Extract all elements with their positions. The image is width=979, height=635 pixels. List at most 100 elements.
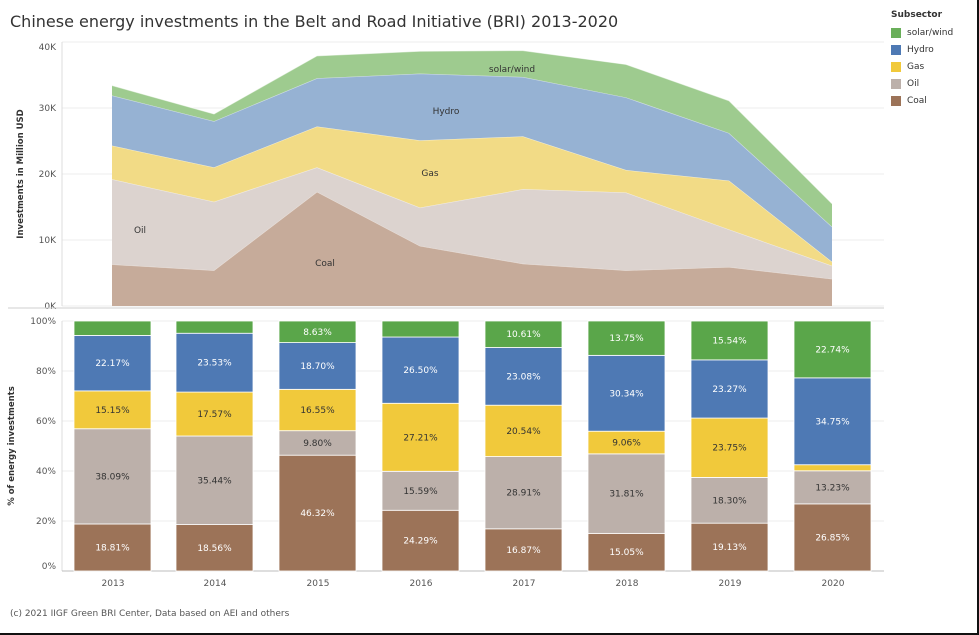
legend: Subsector solar/wind Hydro Gas Oil Coal [891,10,953,109]
bar-segment-oil [690,477,769,524]
bar-xtick-label: 2013 [102,579,125,589]
area-label: Oil [134,226,146,236]
bar-data-label: 23.08% [506,372,541,382]
area-ytick-label: 40K [39,43,57,53]
bar-segment-oil [175,435,254,525]
bar-segment-hydro [587,354,666,432]
bar-segment-hydro [381,336,460,404]
bar-segment-gas [278,388,357,432]
bar-data-label: 26.85% [815,533,850,543]
area-solar-wind [112,50,832,227]
bar-xtick-label: 2018 [616,579,639,589]
bar-segment-solar-wind [484,320,563,348]
bar-segment-oil [73,428,152,525]
bar-segment-gas [175,391,254,437]
legend-swatch [891,78,901,89]
bar-ytick-label: 0% [42,562,57,572]
bar-segment-gas [690,417,769,478]
bar-segment-coal [175,524,254,572]
source-footer: (c) 2021 IIGF Green BRI Center, Data bas… [10,609,290,619]
bar-data-label: 18.81% [95,543,130,553]
bar-data-label: 15.15% [95,406,130,416]
bar-xtick-label: 2016 [410,579,433,589]
legend-label: Oil [907,78,920,89]
area-hydro [112,73,832,262]
area-label: solar/wind [489,65,535,75]
bar-data-label: 15.05% [609,548,644,558]
legend-label: solar/wind [907,27,954,38]
bar-data-label: 23.27% [712,385,747,395]
bar-data-label: 20.54% [506,427,541,437]
bar-segment-hydro [793,377,872,466]
bar-data-label: 23.53% [197,359,232,369]
legend-item-hydro[interactable]: Hydro [891,41,953,58]
bar-xtick-label: 2015 [307,579,330,589]
bar-segment-oil [587,453,666,534]
area-label: Gas [421,169,438,179]
bar-ytick-label: 60% [36,417,56,427]
legend-item-solar-wind[interactable]: solar/wind [891,24,953,41]
bar-data-label: 38.09% [95,472,130,482]
legend-swatch [891,95,901,106]
area-label: Coal [315,259,335,269]
legend-swatch [891,44,901,55]
bar-data-label: 27.21% [403,433,438,443]
bar-segment-oil [793,470,872,505]
area-ytick-label: 0K [44,302,57,312]
area-y-axis-label: Investments in Million USD [16,109,26,238]
bar-data-label: 46.32% [300,509,335,519]
bar-data-label: 9.06% [612,439,641,449]
bar-segment-coal [587,532,666,572]
bar-segment-gas [793,464,872,472]
bar-segment-coal [278,454,357,572]
bar-segment-solar-wind [587,320,666,356]
bar-data-label: 19.13% [712,543,747,553]
legend-label: Gas [907,61,925,72]
bar-ytick-label: 40% [36,467,56,477]
bar-xtick-label: 2020 [822,579,845,589]
bar-data-label: 30.34% [609,389,644,399]
bar-segment-solar-wind [690,320,769,361]
area-oil [112,167,832,279]
bar-data-label: 16.87% [506,546,541,556]
area-gas [112,126,832,266]
bar-data-label: 18.30% [712,496,747,506]
legend-item-gas[interactable]: Gas [891,58,953,75]
area-solar-wind-edge [111,50,833,205]
legend-item-oil[interactable]: Oil [891,75,953,92]
bar-segment-hydro [73,335,152,392]
bar-data-label: 13.75% [609,334,644,344]
legend-title: Subsector [891,10,943,20]
area-ytick-label: 30K [39,104,57,114]
bar-data-label: 18.70% [300,362,335,372]
bar-ytick-label: 20% [36,517,56,527]
bar-segment-oil [381,470,460,511]
legend-swatch [891,61,901,72]
area-ytick-label: 20K [39,170,57,180]
bar-data-label: 15.54% [712,336,747,346]
legend-item-coal[interactable]: Coal [891,92,953,109]
bar-data-label: 34.75% [815,417,850,427]
bar-data-label: 8.63% [303,328,332,338]
bar-segment-coal [381,509,460,572]
bar-data-label: 24.29% [403,537,438,547]
bar-y-axis-label: % of energy investments [7,386,17,506]
bar-segment-coal [690,522,769,572]
legend-label: Coal [907,95,927,106]
bar-ytick-label: 100% [30,317,56,327]
legend-label: Hydro [907,44,934,55]
bar-data-label: 9.80% [303,439,332,449]
bar-segment-coal [793,503,872,572]
bar-segment-coal [73,523,152,572]
bar-data-label: 10.61% [506,330,541,340]
bar-xtick-label: 2019 [719,579,742,589]
area-ytick-label: 10K [39,236,57,246]
bar-segment-solar-wind [278,320,357,343]
bar-segment-oil [278,430,357,456]
bar-segment-gas [73,390,152,430]
bar-xtick-label: 2017 [513,579,536,589]
legend-swatch [891,27,901,38]
bar-segment-gas [381,402,460,472]
bar-segment-solar-wind [381,320,460,338]
